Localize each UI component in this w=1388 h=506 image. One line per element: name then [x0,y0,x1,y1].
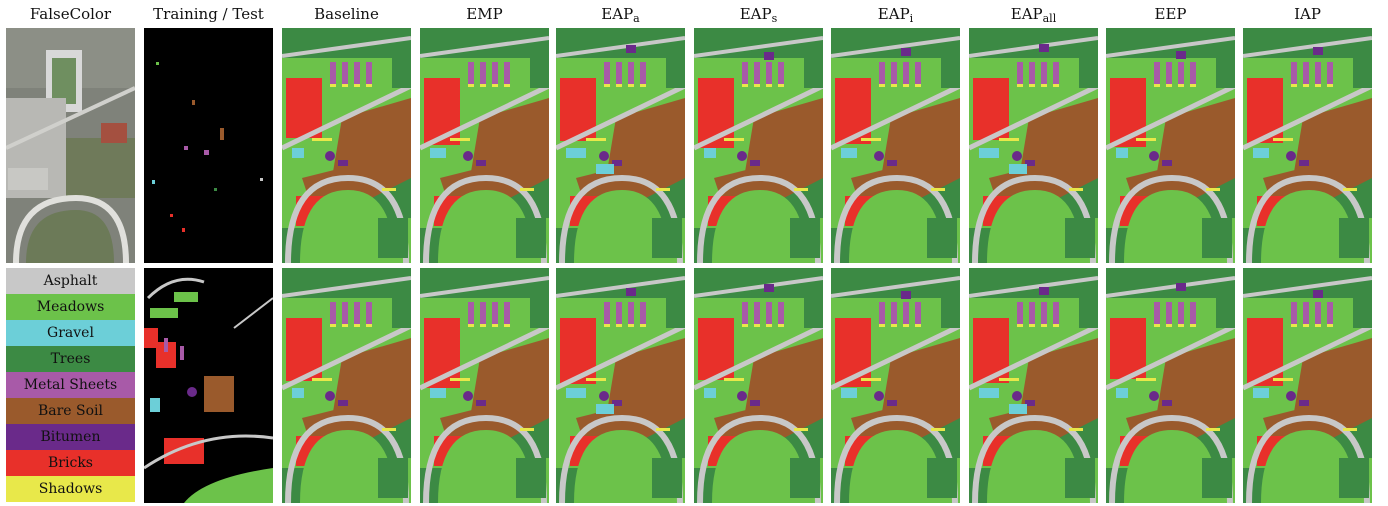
map-eap-a-bottom [556,268,685,503]
header-training-test: Training / Test [153,5,264,23]
header-eap-s: EAPs [739,5,778,25]
header-emp: EMP [466,5,503,23]
header-iap: IAP [1294,5,1321,23]
map-eap-s-bottom [694,268,823,503]
test-map [144,268,273,503]
map-emp-bottom [420,268,549,503]
training-map [144,28,273,263]
legend-trees: Trees [6,346,135,372]
header-falsecolor: FalseColor [29,5,112,23]
map-eap-i-bottom [831,268,960,503]
header-eap-a: EAPa [601,5,640,25]
header-eep: EEP [1154,5,1187,23]
map-eap-all-top [969,28,1098,263]
legend-shadows: Shadows [6,476,135,502]
legend-gravel: Gravel [6,320,135,346]
legend-metal-sheets: Metal Sheets [6,372,135,398]
header-eap-i: EAPi [877,5,914,25]
header-eap-all: EAPall [1010,5,1057,25]
legend-bare-soil: Bare Soil [6,398,135,424]
map-eap-all-bottom [969,268,1098,503]
map-eep-bottom [1106,268,1235,503]
legend-bitumen: Bitumen [6,424,135,450]
map-eap-s-top [694,28,823,263]
class-legend: Asphalt Meadows Gravel Trees Metal Sheet… [6,268,135,503]
legend-bricks: Bricks [6,450,135,476]
legend-asphalt: Asphalt [6,268,135,294]
map-baseline-bottom [282,268,411,503]
map-baseline-top [282,28,411,263]
map-eap-i-top [831,28,960,263]
falsecolor-image [6,28,135,263]
map-iap-bottom [1243,268,1372,503]
header-baseline: Baseline [314,5,379,23]
map-eap-a-top [556,28,685,263]
map-emp-top [420,28,549,263]
map-iap-top [1243,28,1372,263]
map-eep-top [1106,28,1235,263]
legend-meadows: Meadows [6,294,135,320]
